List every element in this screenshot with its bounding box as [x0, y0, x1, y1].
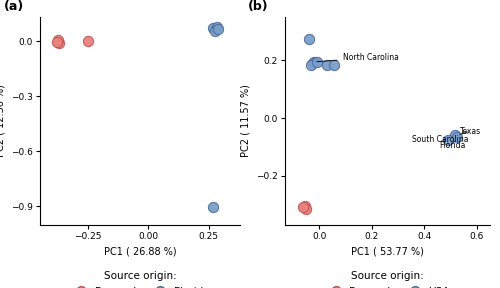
- Text: Texas: Texas: [460, 126, 481, 136]
- Text: Florida: Florida: [439, 141, 465, 150]
- Point: [308, 62, 316, 67]
- Point: [212, 27, 220, 31]
- Point: [444, 137, 452, 142]
- Y-axis label: PC2 ( 12.56 %): PC2 ( 12.56 %): [0, 84, 6, 158]
- Point: [330, 63, 338, 68]
- Point: [84, 39, 92, 43]
- Text: North Carolina: North Carolina: [316, 53, 398, 62]
- Point: [450, 133, 458, 138]
- Point: [53, 40, 61, 44]
- X-axis label: PC1 ( 26.88 %): PC1 ( 26.88 %): [104, 246, 176, 256]
- Point: [54, 38, 62, 43]
- Y-axis label: PC2 ( 11.57 %): PC2 ( 11.57 %): [241, 84, 251, 158]
- Point: [213, 25, 221, 30]
- X-axis label: PC1 ( 53.77 %): PC1 ( 53.77 %): [351, 246, 424, 256]
- Point: [323, 62, 331, 67]
- Legend: Bermuda, USA: Bermuda, USA: [321, 267, 454, 288]
- Point: [312, 60, 320, 65]
- Point: [300, 204, 308, 208]
- Point: [210, 26, 218, 31]
- Point: [56, 41, 64, 45]
- Text: (a): (a): [4, 0, 24, 13]
- Point: [210, 29, 218, 33]
- Point: [214, 27, 222, 31]
- Text: (b): (b): [248, 0, 268, 13]
- Point: [300, 205, 308, 210]
- Point: [302, 206, 310, 211]
- Point: [308, 61, 316, 66]
- Point: [310, 60, 318, 64]
- Legend: Bermuda, Florida: Bermuda, Florida: [66, 267, 214, 288]
- Point: [304, 37, 312, 41]
- Text: South Carolina: South Carolina: [412, 135, 469, 144]
- Point: [453, 134, 461, 139]
- Point: [210, 205, 218, 209]
